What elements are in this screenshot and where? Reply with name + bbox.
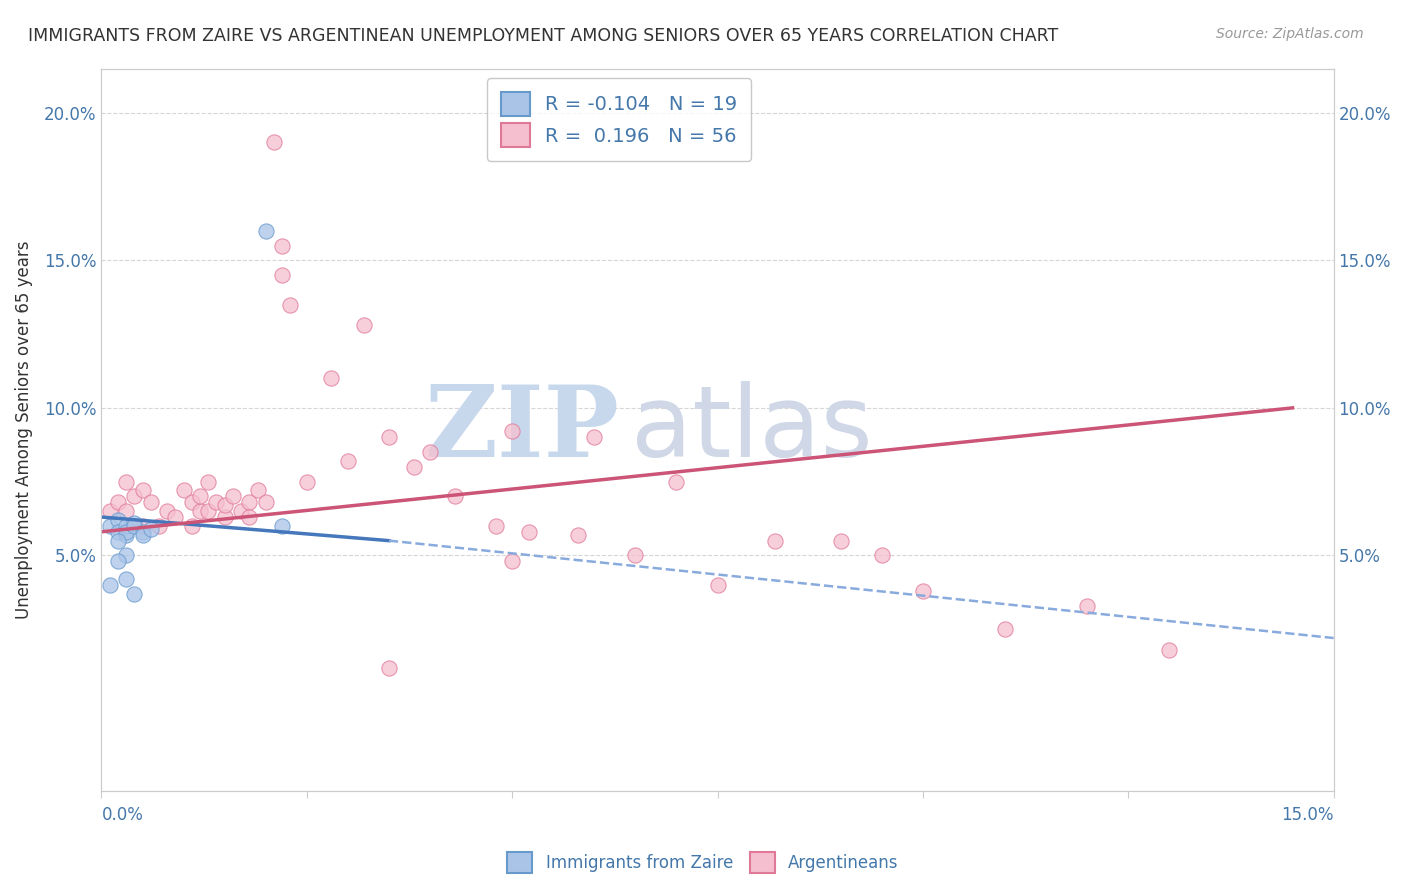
Legend: Immigrants from Zaire, Argentineans: Immigrants from Zaire, Argentineans (501, 846, 905, 880)
Y-axis label: Unemployment Among Seniors over 65 years: Unemployment Among Seniors over 65 years (15, 241, 32, 619)
Text: IMMIGRANTS FROM ZAIRE VS ARGENTINEAN UNEMPLOYMENT AMONG SENIORS OVER 65 YEARS CO: IMMIGRANTS FROM ZAIRE VS ARGENTINEAN UNE… (28, 27, 1059, 45)
Point (706, 578, 728, 592)
Point (763, 533, 786, 548)
Point (214, 498, 236, 512)
Point (115, 549, 138, 563)
Legend: R = -0.104   N = 19, R =  0.196   N = 56: R = -0.104 N = 19, R = 0.196 N = 56 (486, 78, 751, 161)
Point (124, 519, 146, 533)
Point (870, 549, 893, 563)
Point (131, 524, 153, 539)
Point (222, 489, 245, 503)
Point (156, 504, 179, 518)
Point (238, 510, 260, 524)
Point (115, 519, 138, 533)
Point (139, 522, 162, 536)
Point (830, 533, 852, 548)
Point (378, 660, 401, 674)
Point (148, 519, 170, 533)
Point (1159, 643, 1181, 657)
Point (583, 430, 606, 444)
Point (188, 489, 211, 503)
Point (115, 527, 138, 541)
Text: Source: ZipAtlas.com: Source: ZipAtlas.com (1216, 27, 1364, 41)
Point (1076, 599, 1098, 613)
Point (107, 554, 129, 568)
Point (336, 454, 359, 468)
Text: 15.0%: 15.0% (1281, 806, 1334, 824)
Point (107, 524, 129, 539)
Point (124, 587, 146, 601)
Point (107, 513, 129, 527)
Text: 0.0%: 0.0% (101, 806, 143, 824)
Point (263, 136, 285, 150)
Point (246, 483, 269, 498)
Point (443, 489, 465, 503)
Point (402, 459, 425, 474)
Point (197, 504, 219, 518)
Text: ZIP: ZIP (425, 382, 619, 478)
Point (271, 268, 294, 282)
Point (131, 519, 153, 533)
Point (254, 495, 277, 509)
Point (665, 475, 688, 489)
Point (124, 516, 146, 530)
Point (353, 318, 375, 333)
Point (295, 475, 318, 489)
Point (280, 297, 302, 311)
Point (107, 495, 129, 509)
Point (501, 425, 523, 439)
Point (214, 510, 236, 524)
Point (98, 504, 121, 518)
Point (254, 224, 277, 238)
Point (197, 475, 219, 489)
Point (107, 533, 129, 548)
Point (139, 495, 162, 509)
Point (229, 504, 252, 518)
Point (165, 510, 187, 524)
Point (485, 519, 508, 533)
Point (378, 430, 401, 444)
Point (238, 495, 260, 509)
Point (124, 489, 146, 503)
Point (131, 483, 153, 498)
Point (180, 495, 202, 509)
Text: atlas: atlas (631, 382, 873, 478)
Point (419, 445, 441, 459)
Point (205, 495, 228, 509)
Point (173, 483, 195, 498)
Point (98, 578, 121, 592)
Point (115, 524, 138, 539)
Point (115, 572, 138, 586)
Point (271, 238, 294, 252)
Point (271, 519, 294, 533)
Point (567, 527, 589, 541)
Point (994, 622, 1017, 636)
Point (115, 475, 138, 489)
Point (180, 519, 202, 533)
Point (624, 549, 647, 563)
Point (517, 524, 540, 539)
Point (501, 554, 523, 568)
Point (321, 371, 343, 385)
Point (115, 504, 138, 518)
Point (188, 504, 211, 518)
Point (911, 583, 934, 598)
Point (131, 527, 153, 541)
Point (98, 519, 121, 533)
